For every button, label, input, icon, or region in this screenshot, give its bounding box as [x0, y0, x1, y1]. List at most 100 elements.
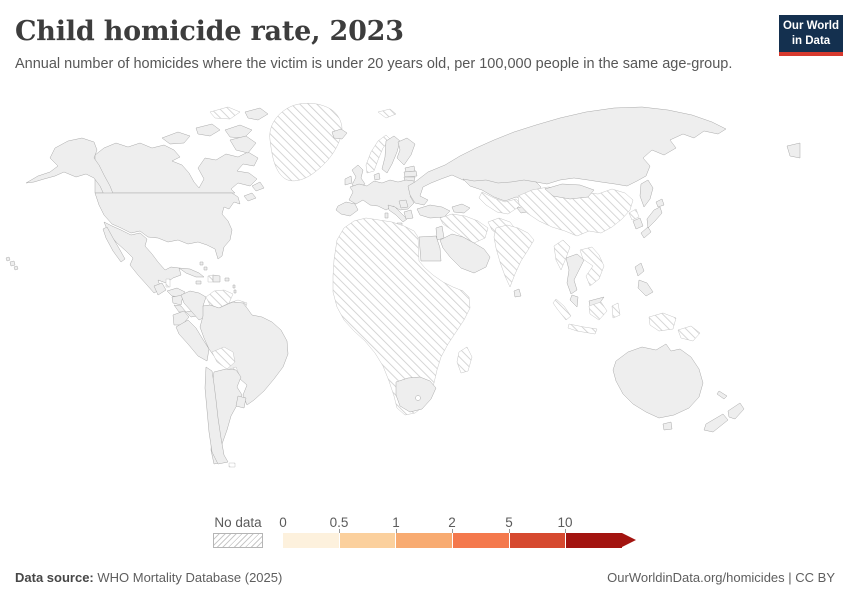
country-svalbard[interactable]	[377, 108, 397, 119]
legend-arrow	[622, 533, 636, 547]
country-myanmar[interactable]	[553, 239, 571, 271]
legend-tick	[509, 529, 510, 534]
legend-no-data-swatch[interactable]	[213, 533, 263, 548]
legend-bin-3[interactable]	[453, 533, 509, 548]
legend-bin-0[interactable]	[283, 533, 339, 548]
country-usa[interactable]	[94, 192, 241, 260]
country-ireland[interactable]	[344, 175, 353, 186]
country-bahamas[interactable]	[199, 261, 208, 271]
country-japan[interactable]	[640, 198, 665, 239]
country-australia-tasmania[interactable]	[662, 421, 673, 431]
country-cuba[interactable]	[178, 267, 205, 278]
footer-data-source-label: Data source:	[15, 570, 94, 585]
country-spain-portugal[interactable]	[335, 201, 359, 217]
footer-data-source: Data source: WHO Mortality Database (202…	[15, 570, 282, 585]
country-north-korea[interactable]	[628, 208, 640, 221]
country-philippines[interactable]	[634, 262, 654, 297]
country-greenland[interactable]	[269, 102, 343, 182]
country-belize[interactable]	[165, 278, 171, 288]
country-haiti[interactable]	[207, 274, 214, 283]
country-caucasus[interactable]	[451, 203, 471, 214]
country-canada-arctic-island-2[interactable]	[195, 123, 221, 137]
country-turkey[interactable]	[416, 204, 451, 219]
country-indochina[interactable]	[579, 246, 605, 287]
legend-bin-4[interactable]	[509, 533, 566, 548]
country-peru[interactable]	[175, 319, 210, 362]
legend-tick	[452, 529, 453, 534]
country-mongolia[interactable]	[544, 183, 595, 200]
country-finland[interactable]	[396, 137, 416, 166]
legend-tick-label-3: 2	[448, 515, 456, 530]
owid-logo-accent-bar	[779, 52, 843, 56]
country-chile[interactable]	[204, 366, 229, 465]
country-uruguay[interactable]	[235, 395, 247, 409]
legend-tick-label-0: 0	[279, 515, 287, 530]
country-bolivia[interactable]	[211, 346, 236, 370]
country-guatemala[interactable]	[153, 282, 167, 296]
legend-tick	[396, 529, 397, 534]
country-usa-alaska[interactable]	[25, 137, 115, 200]
country-denmark[interactable]	[373, 172, 381, 181]
country-united-kingdom[interactable]	[351, 164, 366, 189]
country-canada-arctic-island-1[interactable]	[161, 131, 191, 145]
country-iceland[interactable]	[331, 128, 348, 140]
legend-bin-2[interactable]	[396, 533, 453, 548]
country-canada-ellesmere[interactable]	[209, 106, 241, 120]
country-mexico[interactable]	[103, 221, 182, 294]
owid-logo-text: Our World in Data	[782, 20, 839, 47]
country-serbia[interactable]	[398, 199, 409, 209]
country-canada-arctic-island-3[interactable]	[224, 124, 253, 139]
country-new-zealand[interactable]	[703, 402, 745, 433]
legend-tick-label-5: 10	[557, 515, 573, 530]
country-canada[interactable]	[94, 142, 259, 194]
country-mexico-baja[interactable]	[102, 226, 126, 263]
country-canada-arctic-island-4[interactable]	[244, 107, 269, 121]
country-puerto-rico[interactable]	[224, 277, 230, 282]
country-south-korea[interactable]	[632, 217, 644, 230]
legend-tick	[565, 529, 566, 534]
country-falkland-islands[interactable]	[228, 462, 236, 468]
country-canada-baffin[interactable]	[229, 135, 257, 154]
country-dominican-republic[interactable]	[212, 274, 221, 283]
legend-tick-label-2: 1	[392, 515, 400, 530]
country-nicaragua[interactable]	[171, 294, 184, 306]
country-sweden[interactable]	[381, 135, 401, 174]
world-map	[5, 102, 801, 468]
country-russia-kamchatka[interactable]	[639, 179, 654, 208]
country-arabian-peninsula[interactable]	[439, 233, 491, 274]
country-russia-chukotka[interactable]	[786, 142, 801, 159]
legend-no-data-label: No data	[214, 515, 262, 530]
page-title: Child homicide rate, 2023	[15, 16, 404, 47]
country-south-africa[interactable]	[395, 376, 437, 413]
page-subtitle: Annual number of homicides where the vic…	[15, 56, 733, 72]
country-brazil[interactable]	[199, 301, 289, 406]
footer-credit-link[interactable]: OurWorldinData.org/homicides | CC BY	[607, 570, 835, 585]
country-middle-east[interactable]	[439, 213, 489, 244]
country-latvia[interactable]	[403, 170, 418, 178]
country-lesotho[interactable]	[415, 395, 421, 401]
country-canada-nova-scotia[interactable]	[243, 192, 257, 202]
country-sri-lanka[interactable]	[513, 288, 522, 298]
country-canada-newfoundland[interactable]	[251, 181, 265, 192]
country-australia[interactable]	[612, 343, 704, 419]
legend-bin-5[interactable]	[566, 533, 623, 548]
country-africa[interactable]	[332, 217, 471, 416]
country-madagascar[interactable]	[456, 346, 473, 374]
country-india[interactable]	[493, 224, 535, 288]
owid-logo[interactable]: Our World in Data	[779, 15, 843, 56]
country-new-caledonia[interactable]	[716, 390, 728, 400]
country-greece[interactable]	[403, 209, 414, 220]
country-lesser-antilles[interactable]	[232, 284, 237, 294]
country-jamaica[interactable]	[195, 280, 202, 285]
legend-bin-1[interactable]	[339, 533, 396, 548]
country-usa-hawaii[interactable]	[5, 256, 19, 271]
legend-tick	[339, 529, 340, 534]
country-thailand[interactable]	[565, 253, 585, 295]
legend-colorbar	[283, 533, 623, 548]
country-egypt[interactable]	[418, 235, 442, 262]
country-israel[interactable]	[435, 225, 445, 241]
country-indonesia[interactable]	[552, 298, 677, 335]
footer-data-source-value: WHO Mortality Database (2025)	[93, 570, 283, 585]
country-papua-new-guinea[interactable]	[677, 325, 701, 342]
